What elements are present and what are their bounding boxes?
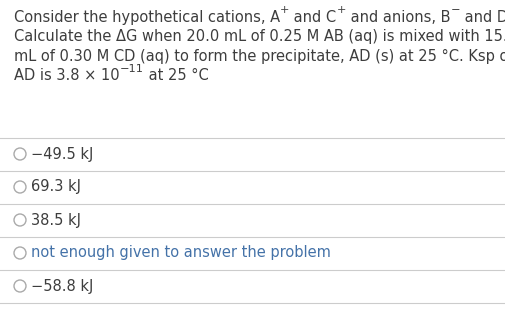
Text: at 25 °C: at 25 °C (143, 68, 208, 84)
Text: −49.5 kJ: −49.5 kJ (31, 147, 93, 162)
Text: 69.3 kJ: 69.3 kJ (31, 180, 81, 195)
Text: Calculate the ΔG when 20.0 mL of 0.25 M AB (aq) is mixed with 15.0: Calculate the ΔG when 20.0 mL of 0.25 M … (14, 29, 505, 44)
Text: −58.8 kJ: −58.8 kJ (31, 278, 93, 293)
Text: 38.5 kJ: 38.5 kJ (31, 212, 81, 228)
Text: mL of 0.30 M CD (aq) to form the precipitate, AD (s) at 25 °C. Ksp of: mL of 0.30 M CD (aq) to form the precipi… (14, 49, 505, 64)
Text: Consider the hypothetical cations, A: Consider the hypothetical cations, A (14, 10, 280, 25)
Text: and D: and D (459, 10, 505, 25)
Text: +: + (280, 5, 289, 15)
Text: not enough given to answer the problem: not enough given to answer the problem (31, 245, 330, 260)
Text: and anions, B: and anions, B (345, 10, 449, 25)
Text: +: + (336, 5, 345, 15)
Text: −: − (449, 5, 459, 15)
Text: AD is 3.8 × 10: AD is 3.8 × 10 (14, 68, 119, 84)
Text: and C: and C (289, 10, 336, 25)
Text: −11: −11 (119, 63, 143, 74)
